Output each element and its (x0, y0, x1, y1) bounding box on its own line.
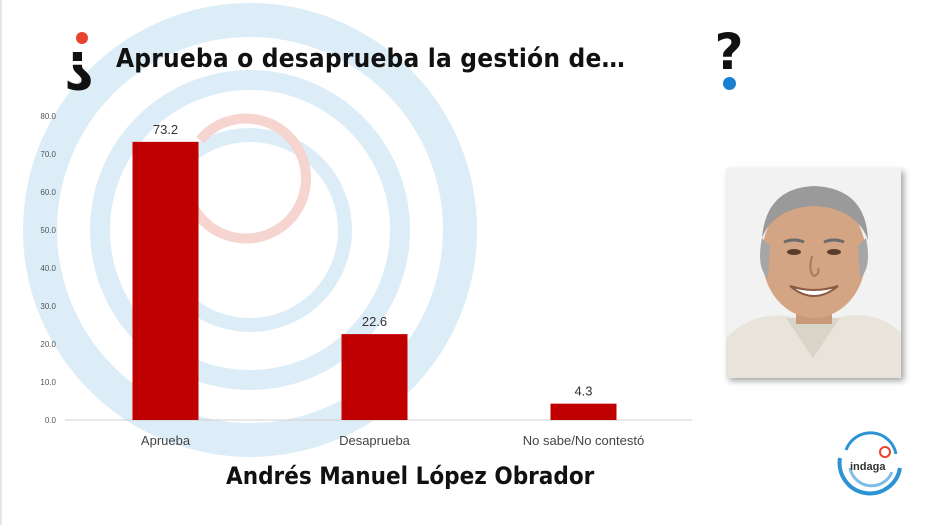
bar-no-sabe-no-contest- (550, 403, 617, 420)
bar-series (132, 141, 617, 420)
bar-desaprueba (341, 334, 408, 420)
bar-value-label: 4.3 (574, 384, 592, 399)
y-tick-label: 40.0 (40, 264, 56, 273)
left-edge-rule (0, 0, 2, 525)
bar-value-label: 22.6 (362, 314, 387, 329)
y-tick-label: 20.0 (40, 340, 56, 349)
page-title: Aprueba o desaprueba la gestión de… (116, 44, 626, 74)
y-tick-label: 10.0 (40, 378, 56, 387)
portrait-photo (726, 168, 901, 378)
x-axis-labels: Aprueba Desaprueba No sabe/No contestó (141, 433, 644, 448)
indaga-logo: indaga (830, 428, 910, 498)
brand-logo-icon: ? (64, 32, 108, 99)
chart-caption: Andrés Manuel López Obrador (226, 462, 595, 490)
logo-dot (76, 32, 88, 44)
y-axis-ticks: 0.0 10.0 20.0 30.0 40.0 50.0 60.0 70.0 80.0 (40, 112, 56, 425)
question-mark-icon: ? (706, 24, 752, 92)
y-tick-label: 80.0 (40, 112, 56, 121)
data-labels: 73.2 22.6 4.3 (153, 122, 593, 399)
logo-hook: ? (64, 39, 95, 99)
y-tick-label: 30.0 (40, 302, 56, 311)
y-tick-label: 0.0 (45, 416, 57, 425)
bar-chart: 0.0 10.0 20.0 30.0 40.0 50.0 60.0 70.0 80.0 73.2… (40, 112, 692, 448)
y-tick-label: 60.0 (40, 188, 56, 197)
y-tick-label: 50.0 (40, 226, 56, 235)
bar-value-label: 73.2 (153, 122, 178, 137)
bar-aprueba (132, 141, 199, 420)
x-category-label: Aprueba (141, 433, 191, 448)
y-tick-label: 70.0 (40, 150, 56, 159)
indaga-logo-icon (837, 431, 902, 496)
indaga-wordmark: indaga (850, 461, 886, 473)
x-category-label: No sabe/No contestó (523, 433, 644, 448)
x-category-label: Desaprueba (339, 433, 411, 448)
